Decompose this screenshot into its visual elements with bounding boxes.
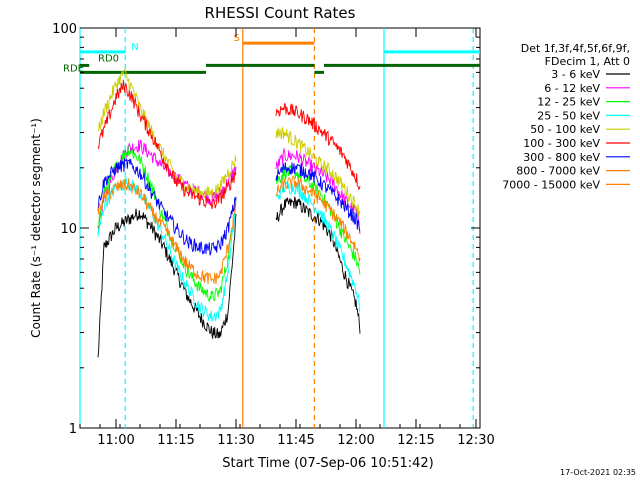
series-line-7-orbit2 [275,175,361,262]
legend-header-0: Det 1f,3f,4f,5f,6f,9f, [521,42,630,55]
flag-label-n: N [131,42,138,53]
x-tick-label-2: 11:30 [217,433,254,448]
y-axis-label: Count Rate (s⁻¹ detector segment⁻¹) [29,118,43,338]
x-axis-label: Start Time (07-Sep-06 10:51:42) [222,456,433,471]
legend-header-1: FDecim 1, Att 0 [545,55,630,68]
legend-entry-0: 3 - 6 keV [551,68,600,81]
x-tick-label-0: 11:00 [97,433,134,448]
legend-entry-8: 7000 - 15000 keV [502,178,600,191]
legend-entry-3: 25 - 50 keV [537,109,600,122]
flag-label-rd0: RD0 [98,53,119,64]
legend-entry-1: 6 - 12 keV [544,82,600,95]
x-tick-label-4: 12:00 [337,433,374,448]
series-line-7-orbit1 [97,178,237,285]
legend-entry-7: 800 - 7000 keV [516,165,600,178]
x-tick-label-3: 11:45 [277,433,314,448]
series-line-4-orbit2 [275,127,361,217]
series-line-4-orbit1 [97,68,237,200]
series-line-5-orbit2 [275,103,361,190]
legend-entry-4: 50 - 100 keV [530,123,600,136]
footer-timestamp: 17-Oct-2021 02:35 [560,468,636,477]
series-line-6-orbit2 [275,162,361,232]
y-tick-label-10: 10 [60,222,77,237]
x-tick-label-6: 12:30 [457,433,494,448]
flag-label-rde: RDE [63,63,84,74]
series-line-6-orbit1 [97,157,237,256]
legend-entry-5: 100 - 300 keV [523,137,600,150]
y-tick-label-1: 1 [69,422,77,437]
flag-label-s: S [233,33,239,44]
series-line-0-orbit2 [275,196,361,334]
x-tick-label-1: 11:15 [157,433,194,448]
series-line-0-orbit1 [97,208,237,358]
y-tick-label-100: 100 [52,22,77,37]
legend-entry-6: 300 - 800 keV [523,151,600,164]
chart-title: RHESSI Count Rates [205,4,356,22]
plot-area: N S RD0 RDE 1 10 100 11:00 11:15 11:30 11:45 12:00 1… [52,22,495,448]
legend-entry-2: 12 - 25 keV [537,96,600,109]
legend: Det 1f,3f,4f,5f,6f,9f,FDecim 1, Att 03 -… [502,42,630,191]
series-line-3-orbit2 [275,179,361,313]
series-line-5-orbit1 [97,79,237,210]
x-tick-label-5: 12:15 [397,433,434,448]
